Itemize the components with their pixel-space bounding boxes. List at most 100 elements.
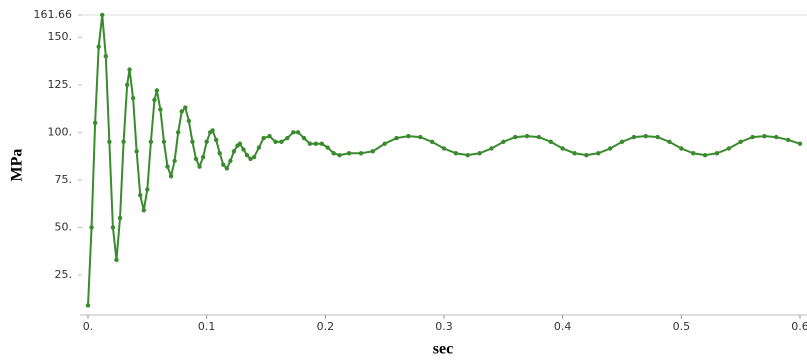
data-point bbox=[237, 141, 243, 146]
data-point bbox=[501, 139, 506, 145]
data-point bbox=[679, 146, 684, 151]
data-point bbox=[161, 139, 167, 145]
data-point bbox=[221, 162, 226, 167]
y-tick-label: 100. bbox=[48, 125, 73, 138]
x-tick-label: 0.2 bbox=[317, 320, 335, 333]
data-point bbox=[584, 152, 589, 158]
data-point bbox=[241, 147, 246, 152]
data-point bbox=[117, 215, 123, 221]
data-point bbox=[489, 146, 494, 151]
data-point bbox=[319, 141, 324, 146]
data-point bbox=[193, 156, 199, 162]
data-point bbox=[619, 139, 625, 145]
data-point bbox=[152, 97, 157, 103]
y-tick-label: 125. bbox=[48, 78, 73, 91]
data-point bbox=[175, 130, 181, 135]
data-point bbox=[179, 109, 184, 114]
data-point bbox=[358, 151, 364, 156]
data-point bbox=[429, 139, 435, 145]
y-tick-label: 50. bbox=[55, 220, 73, 233]
data-point bbox=[172, 158, 177, 164]
data-point bbox=[418, 134, 423, 140]
data-point bbox=[524, 133, 530, 139]
data-point bbox=[655, 134, 660, 140]
data-point bbox=[267, 133, 272, 139]
data-point bbox=[762, 133, 767, 139]
data-point bbox=[145, 187, 150, 192]
data-point bbox=[190, 139, 195, 145]
data-point bbox=[204, 139, 209, 145]
data-point bbox=[107, 139, 112, 145]
data-point bbox=[92, 120, 98, 126]
data-point bbox=[785, 137, 791, 143]
data-point bbox=[158, 107, 163, 112]
data-point bbox=[738, 139, 743, 145]
data-point bbox=[295, 130, 301, 135]
data-point bbox=[213, 137, 219, 143]
data-point bbox=[138, 192, 143, 198]
data-point bbox=[224, 166, 230, 171]
data-point bbox=[370, 149, 375, 154]
data-point bbox=[124, 82, 130, 87]
data-point bbox=[279, 139, 284, 145]
x-tick-label: 0.4 bbox=[554, 320, 572, 333]
data-point bbox=[285, 135, 290, 141]
data-point bbox=[667, 139, 672, 145]
x-tick-label: 0.5 bbox=[673, 320, 691, 333]
data-point bbox=[726, 146, 731, 151]
data-point bbox=[631, 134, 637, 140]
data-point bbox=[596, 151, 601, 156]
data-point bbox=[291, 130, 296, 135]
data-point bbox=[774, 134, 779, 140]
data-point bbox=[441, 146, 447, 151]
data-point bbox=[261, 135, 266, 141]
data-point bbox=[560, 146, 565, 151]
data-point bbox=[200, 154, 206, 160]
data-point bbox=[477, 151, 482, 156]
data-point bbox=[134, 149, 139, 154]
data-point bbox=[750, 134, 755, 140]
data-point bbox=[797, 141, 803, 146]
data-point bbox=[572, 151, 577, 156]
data-point bbox=[121, 139, 126, 145]
data-point bbox=[301, 135, 307, 141]
data-point bbox=[130, 95, 136, 101]
data-point bbox=[406, 133, 411, 139]
data-point bbox=[453, 151, 459, 156]
data-point bbox=[337, 152, 342, 158]
x-tick-label: 0.3 bbox=[435, 320, 453, 333]
data-point bbox=[228, 158, 233, 164]
data-point bbox=[103, 54, 109, 59]
data-point bbox=[183, 105, 188, 110]
y-tick-label: 75. bbox=[55, 173, 73, 186]
y-tick-label: 150. bbox=[48, 30, 73, 43]
x-tick-label: 0.6 bbox=[791, 320, 807, 333]
data-point bbox=[251, 154, 257, 160]
data-point bbox=[548, 139, 553, 145]
y-axis-label: MPa bbox=[9, 149, 26, 182]
y-tick-label: 161.66 bbox=[34, 8, 73, 21]
x-axis-label: sec bbox=[433, 341, 453, 358]
data-point bbox=[154, 88, 160, 93]
data-point bbox=[325, 145, 330, 150]
data-point bbox=[100, 12, 105, 18]
data-point bbox=[465, 152, 470, 158]
data-point bbox=[244, 152, 250, 158]
data-point bbox=[248, 156, 253, 162]
data-point bbox=[643, 133, 648, 139]
data-point bbox=[148, 139, 154, 145]
x-tick-label: 0. bbox=[83, 320, 94, 333]
data-point bbox=[89, 225, 94, 230]
data-point bbox=[331, 151, 336, 156]
data-point bbox=[210, 128, 215, 133]
data-point bbox=[127, 67, 132, 72]
data-point bbox=[394, 135, 399, 141]
data-point bbox=[96, 44, 101, 49]
data-point bbox=[168, 173, 174, 179]
data-point bbox=[197, 164, 202, 169]
data-point bbox=[607, 146, 613, 151]
data-point bbox=[714, 151, 720, 156]
data-point bbox=[231, 149, 237, 154]
data-point bbox=[114, 257, 119, 263]
